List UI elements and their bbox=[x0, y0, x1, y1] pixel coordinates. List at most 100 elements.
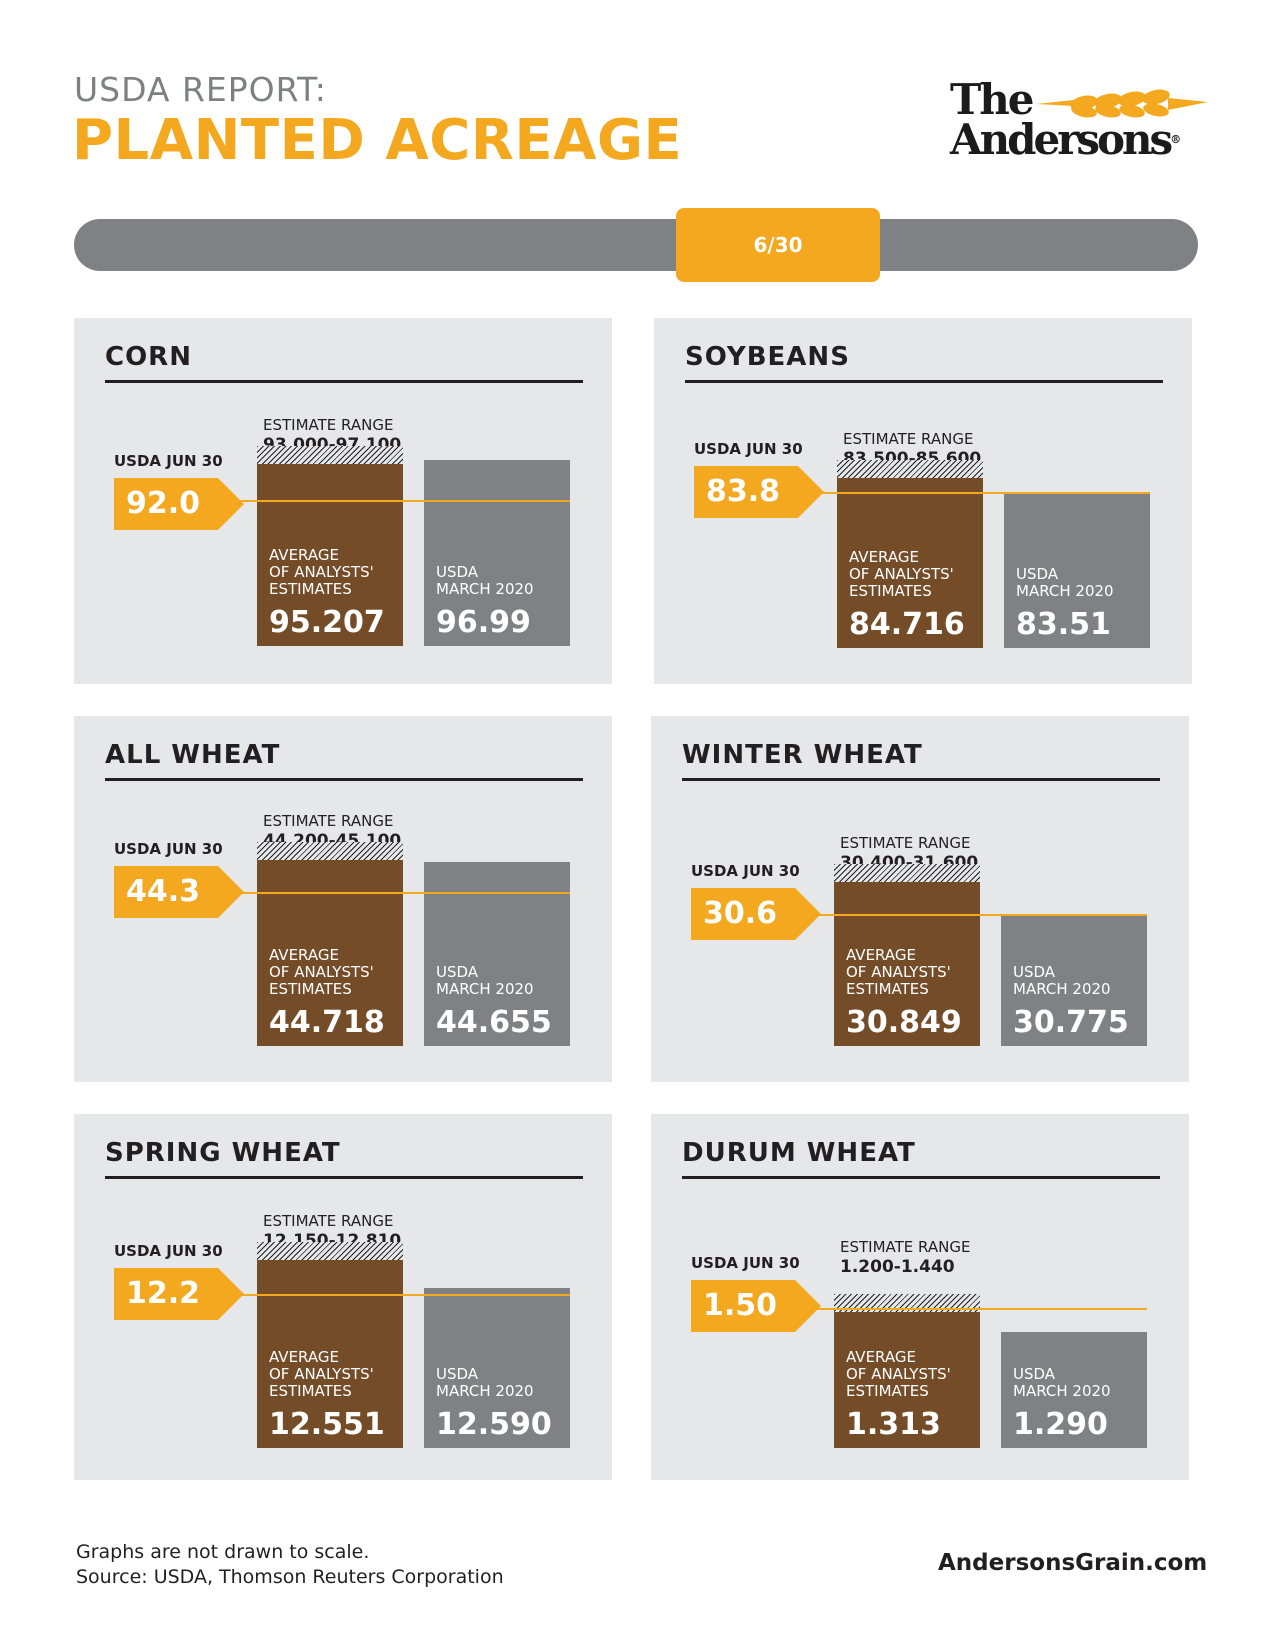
average-estimate-value: 84.716 bbox=[849, 607, 965, 642]
usda-jun30-label: USDA JUN 30 bbox=[694, 440, 803, 458]
usda-jun30-line bbox=[814, 492, 1150, 494]
average-estimate-value: 12.551 bbox=[269, 1407, 385, 1442]
usda-march-value: 83.51 bbox=[1016, 607, 1111, 642]
average-estimate-bar: AVERAGE OF ANALYSTS' ESTIMATES 12.551 bbox=[257, 1260, 403, 1448]
estimate-range-hatch bbox=[257, 842, 403, 860]
usda-march-value: 1.290 bbox=[1013, 1407, 1108, 1442]
wheat-icon bbox=[1036, 89, 1208, 118]
report-subtitle: USDA REPORT: bbox=[74, 70, 327, 109]
report-title: PLANTED ACREAGE bbox=[72, 108, 683, 173]
usda-march-value: 44.655 bbox=[436, 1005, 552, 1040]
march-caption: USDA MARCH 2020 bbox=[1013, 964, 1111, 998]
panel-title: DURUM WHEAT bbox=[682, 1138, 916, 1168]
usda-march-bar: USDA MARCH 2020 12.590 bbox=[424, 1288, 570, 1448]
winter-wheat-panel: WINTER WHEAT USDA JUN 30 30.6 ESTIMATE R… bbox=[651, 716, 1189, 1082]
estimate-range-label: ESTIMATE RANGE bbox=[263, 812, 394, 830]
average-estimate-value: 30.849 bbox=[846, 1005, 962, 1040]
march-caption-line2: MARCH 2020 bbox=[1016, 582, 1114, 600]
all-wheat-panel: ALL WHEAT USDA JUN 30 44.3 ESTIMATE RANG… bbox=[74, 716, 612, 1082]
usda-march-bar: USDA MARCH 2020 1.290 bbox=[1001, 1332, 1147, 1448]
march-caption-line1: USDA bbox=[436, 1365, 479, 1383]
panel-title-rule bbox=[682, 1176, 1160, 1179]
average-caption: AVERAGE OF ANALYSTS' ESTIMATES bbox=[849, 549, 954, 600]
average-caption: AVERAGE OF ANALYSTS' ESTIMATES bbox=[269, 1349, 374, 1400]
average-estimate-value: 1.313 bbox=[846, 1407, 941, 1442]
estimate-range-label: ESTIMATE RANGE bbox=[840, 834, 971, 852]
march-caption-line1: USDA bbox=[1013, 1365, 1056, 1383]
usda-jun30-value: 44.3 bbox=[126, 874, 201, 909]
panel-title-rule bbox=[105, 380, 583, 383]
usda-jun30-flag: 83.8 bbox=[694, 466, 824, 518]
scale-note: Graphs are not drawn to scale. bbox=[76, 1541, 370, 1563]
march-caption-line2: MARCH 2020 bbox=[436, 580, 534, 598]
march-caption-line2: MARCH 2020 bbox=[1013, 1382, 1111, 1400]
panel-title-rule bbox=[682, 778, 1160, 781]
website-link[interactable]: AndersonsGrain.com bbox=[938, 1550, 1208, 1576]
average-caption-line2: OF ANALYSTS' bbox=[849, 565, 954, 583]
usda-jun30-value: 12.2 bbox=[126, 1276, 201, 1311]
march-caption: USDA MARCH 2020 bbox=[436, 1366, 534, 1400]
estimate-range-hatch bbox=[834, 1294, 980, 1312]
usda-march-value: 30.775 bbox=[1013, 1005, 1129, 1040]
usda-jun30-line bbox=[234, 500, 570, 502]
usda-march-bar: USDA MARCH 2020 96.99 bbox=[424, 460, 570, 646]
average-caption-line2: OF ANALYSTS' bbox=[269, 963, 374, 981]
average-caption-line3: ESTIMATES bbox=[269, 1382, 352, 1400]
panel-title: SPRING WHEAT bbox=[105, 1138, 341, 1168]
average-caption: AVERAGE OF ANALYSTS' ESTIMATES bbox=[846, 947, 951, 998]
panel-title-rule bbox=[105, 778, 583, 781]
march-caption: USDA MARCH 2020 bbox=[436, 564, 534, 598]
usda-jun30-line bbox=[811, 914, 1147, 916]
date-tag: 6/30 bbox=[676, 208, 880, 282]
estimate-range-hatch bbox=[257, 1242, 403, 1260]
march-caption-line1: USDA bbox=[1016, 565, 1059, 583]
average-caption: AVERAGE OF ANALYSTS' ESTIMATES bbox=[269, 947, 374, 998]
average-estimate-bar: AVERAGE OF ANALYSTS' ESTIMATES 1.313 bbox=[834, 1312, 980, 1448]
average-caption-line2: OF ANALYSTS' bbox=[846, 1365, 951, 1383]
usda-jun30-value: 83.8 bbox=[706, 474, 781, 509]
corn-panel: CORN USDA JUN 30 92.0 ESTIMATE RANGE 93.… bbox=[74, 318, 612, 684]
usda-jun30-label: USDA JUN 30 bbox=[691, 1254, 800, 1272]
panel-title-rule bbox=[685, 380, 1163, 383]
average-caption-line3: ESTIMATES bbox=[849, 582, 932, 600]
usda-jun30-flag: 92.0 bbox=[114, 478, 244, 530]
estimate-range-label: ESTIMATE RANGE bbox=[840, 1238, 971, 1256]
andersons-logo: The Andersons® bbox=[950, 78, 1210, 168]
march-caption-line2: MARCH 2020 bbox=[436, 1382, 534, 1400]
usda-jun30-value: 92.0 bbox=[126, 486, 201, 521]
usda-jun30-line bbox=[234, 892, 570, 894]
usda-jun30-flag: 44.3 bbox=[114, 866, 244, 918]
panel-title: ALL WHEAT bbox=[105, 740, 281, 770]
average-caption: AVERAGE OF ANALYSTS' ESTIMATES bbox=[846, 1349, 951, 1400]
average-estimate-bar: AVERAGE OF ANALYSTS' ESTIMATES 84.716 bbox=[837, 478, 983, 648]
logo-text-the: The bbox=[950, 75, 1035, 124]
panel-title-rule bbox=[105, 1176, 583, 1179]
estimate-range-label: ESTIMATE RANGE bbox=[843, 430, 974, 448]
average-caption-line3: ESTIMATES bbox=[269, 580, 352, 598]
estimate-range-hatch bbox=[834, 864, 980, 882]
usda-jun30-label: USDA JUN 30 bbox=[114, 840, 223, 858]
march-caption-line1: USDA bbox=[436, 563, 479, 581]
average-caption-line2: OF ANALYSTS' bbox=[846, 963, 951, 981]
average-caption-line1: AVERAGE bbox=[269, 546, 339, 564]
usda-march-bar: USDA MARCH 2020 30.775 bbox=[1001, 914, 1147, 1046]
panel-title: SOYBEANS bbox=[685, 342, 850, 372]
durum-wheat-panel: DURUM WHEAT USDA JUN 30 1.50 ESTIMATE RA… bbox=[651, 1114, 1189, 1480]
march-caption-line2: MARCH 2020 bbox=[436, 980, 534, 998]
usda-jun30-flag: 1.50 bbox=[691, 1280, 821, 1332]
usda-jun30-flag: 12.2 bbox=[114, 1268, 244, 1320]
average-estimate-bar: AVERAGE OF ANALYSTS' ESTIMATES 30.849 bbox=[834, 882, 980, 1046]
average-caption-line1: AVERAGE bbox=[846, 946, 916, 964]
estimate-range-value: 1.200-1.440 bbox=[840, 1257, 955, 1277]
usda-jun30-line bbox=[811, 1308, 1147, 1310]
average-caption-line3: ESTIMATES bbox=[846, 980, 929, 998]
spring-wheat-panel: SPRING WHEAT USDA JUN 30 12.2 ESTIMATE R… bbox=[74, 1114, 612, 1480]
usda-march-value: 12.590 bbox=[436, 1407, 552, 1442]
march-caption: USDA MARCH 2020 bbox=[436, 964, 534, 998]
march-caption-line1: USDA bbox=[1013, 963, 1056, 981]
soybeans-panel: SOYBEANS USDA JUN 30 83.8 ESTIMATE RANGE… bbox=[654, 318, 1192, 684]
average-caption-line3: ESTIMATES bbox=[269, 980, 352, 998]
march-caption-line2: MARCH 2020 bbox=[1013, 980, 1111, 998]
average-caption-line2: OF ANALYSTS' bbox=[269, 1365, 374, 1383]
usda-jun30-label: USDA JUN 30 bbox=[691, 862, 800, 880]
